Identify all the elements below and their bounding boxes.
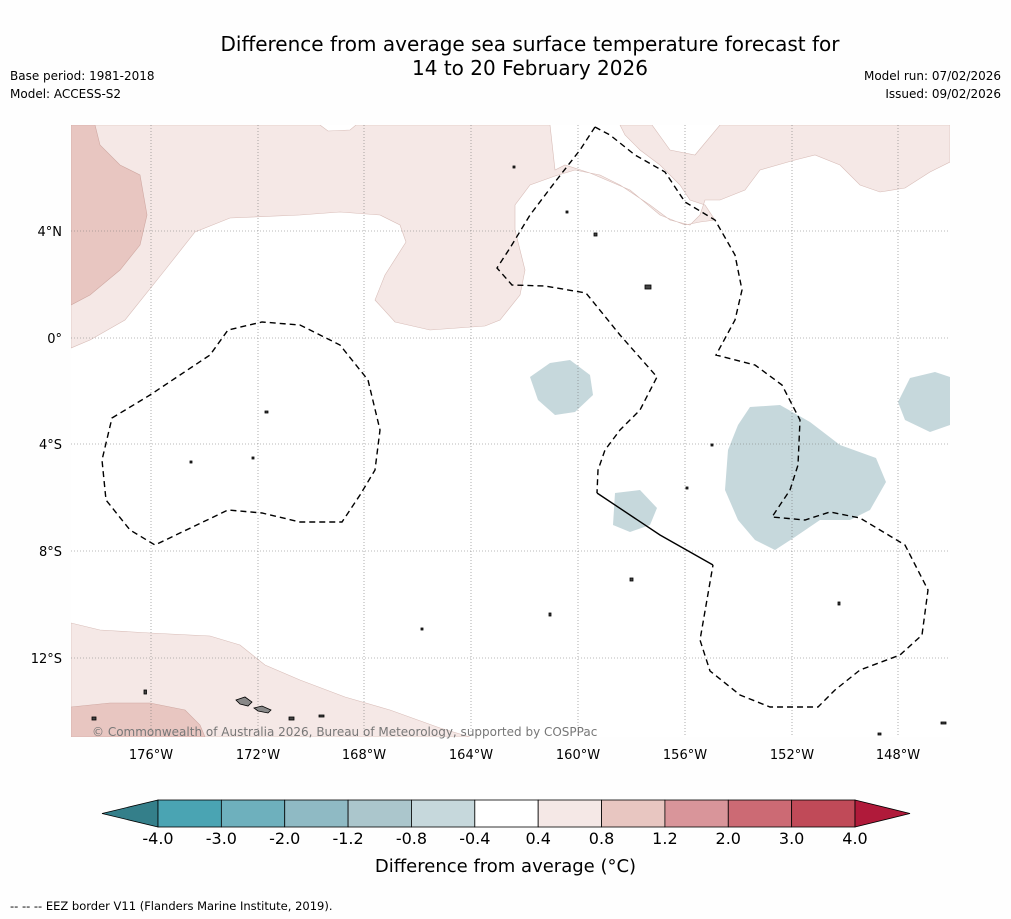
lon-label: 160°W: [556, 748, 600, 763]
cool-anomaly-3: [725, 405, 886, 550]
lat-label: 12°S: [31, 652, 62, 667]
map-title: Difference from average sea surface temp…: [150, 32, 910, 80]
title-line-1: Difference from average sea surface temp…: [220, 32, 840, 56]
model-name: Model: ACCESS-S2: [10, 87, 122, 101]
colorbar-tick-label: -4.0: [142, 829, 174, 848]
warm-anomaly-southwest: [71, 702, 206, 737]
lat-label: 0°: [47, 332, 62, 347]
colorbar-tick-label: 3.0: [778, 829, 805, 848]
copyright-notice: © Commonwealth of Australia 2026, Bureau…: [92, 725, 597, 739]
colorbar-low-arrow: [101, 799, 159, 828]
colorbar-tick-label: 0.8: [588, 829, 615, 848]
eez-legend-note: -- -- -- EEZ border V11 (Flanders Marine…: [10, 899, 333, 913]
colorbar-segment: [157, 799, 222, 828]
colorbar-high-arrow: [854, 799, 911, 828]
meta-right: Model run: 07/02/2026 Issued: 09/02/2026: [864, 67, 1001, 103]
lon-label: 156°W: [663, 748, 707, 763]
lon-label: 152°W: [770, 748, 814, 763]
model-run: Model run: 07/02/2026: [863, 69, 1001, 83]
title-line-2: 14 to 20 February 2026: [412, 56, 648, 80]
colorbar-tick-label: -3.0: [205, 829, 237, 848]
cool-anomaly-4: [898, 372, 950, 432]
colorbar-title: Difference from average (°C): [374, 856, 637, 877]
eez-borders: [101, 126, 929, 708]
colorbar-tick-label: -1.2: [332, 829, 364, 848]
colorbar-tick-label: 1.2: [652, 829, 678, 848]
lon-label: 176°W: [129, 748, 173, 763]
colorbar-segment: [727, 799, 793, 828]
colorbar-segment: [284, 799, 349, 828]
lon-label: 172°W: [236, 748, 280, 763]
colorbar-tick-label: 0.4: [525, 829, 551, 848]
warm-anomaly-northwest: [71, 125, 148, 306]
meta-left: Base period: 1981-2018 Model: ACCESS-S2: [10, 67, 155, 103]
colorbar-tick-label: 2.0: [715, 829, 741, 848]
colorbar-segment: [220, 799, 286, 828]
warm-anomaly-north: [71, 125, 950, 349]
island-upolu: [253, 705, 272, 714]
colorbar-segment: [474, 799, 539, 828]
cool-anomaly-1: [530, 360, 593, 415]
colorbar-tick-label: -2.0: [269, 829, 301, 848]
cool-anomaly-2: [613, 490, 657, 532]
eez-tokelau: [101, 321, 381, 546]
base-period: Base period: 1981-2018: [10, 69, 155, 83]
lon-label: 164°W: [449, 748, 493, 763]
lat-label: 4°S: [39, 438, 62, 453]
colorbar-segment: [791, 799, 856, 828]
issued-date: Issued: 09/02/2026: [885, 87, 1001, 101]
eez-kiribati-phoenix: [594, 126, 929, 708]
colorbar-segment: [347, 799, 412, 828]
colorbar-tick-label: -0.8: [395, 829, 428, 848]
colorbar-tick-label: -0.4: [459, 829, 491, 848]
lat-label: 8°S: [39, 545, 62, 560]
lon-label: 148°W: [876, 748, 920, 763]
island-savaii: [235, 696, 253, 707]
colorbar-segment: [601, 799, 666, 828]
lat-label: 4°N: [38, 225, 63, 240]
longitude-labels: 176°W 172°W 168°W 164°W 160°W 156°W 152°…: [129, 748, 920, 763]
colorbar: [101, 799, 911, 828]
islands: [91, 165, 947, 736]
colorbar-segment: [411, 799, 476, 828]
maritime-boundary-solid: [596, 492, 714, 566]
colorbar-segment: [664, 799, 729, 828]
lon-label: 168°W: [342, 748, 386, 763]
colorbar-segment: [537, 799, 602, 828]
colorbar-tick-label: 4.0: [842, 829, 868, 848]
graticule: [71, 125, 950, 737]
latitude-labels: 4°N 0° 4°S 8°S 12°S: [31, 225, 62, 667]
